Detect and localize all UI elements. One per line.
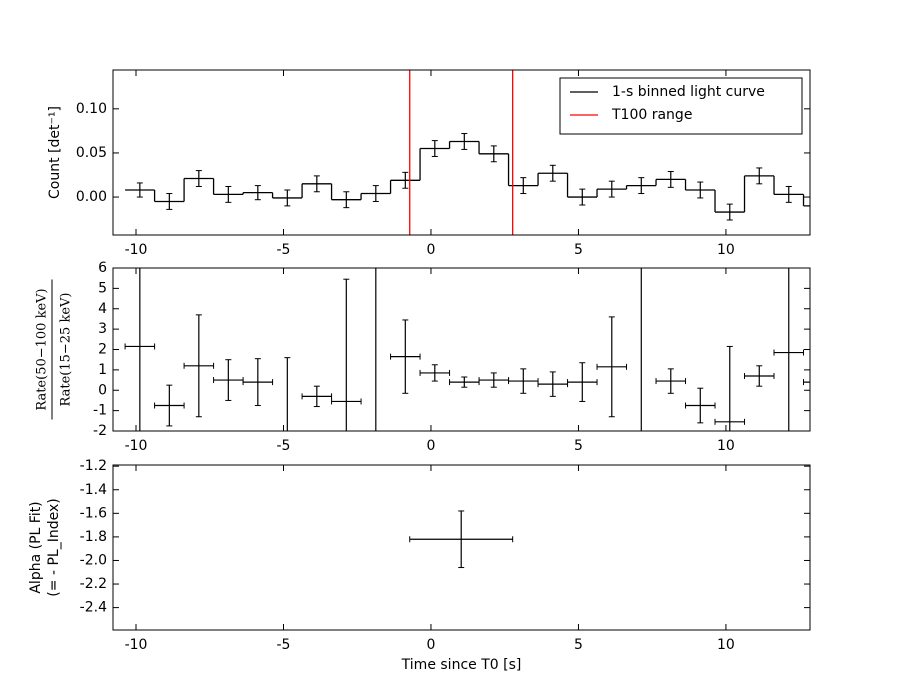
y-tick-label: 5 — [98, 280, 107, 296]
y-tick-label: -1.8 — [80, 529, 107, 545]
x-tick-label: 0 — [427, 637, 436, 653]
y-label: Alpha (PL Fit) — [28, 501, 44, 593]
y-tick-label: 2 — [98, 342, 107, 358]
y-label: (= - PL_Index) — [46, 498, 62, 596]
x-tick-label: 0 — [427, 438, 436, 454]
y-label-denominator: Rate(15−25 keV) — [59, 293, 74, 407]
y-tick-label: 3 — [98, 321, 107, 337]
y-tick-label: 0 — [98, 382, 107, 398]
plot-area — [125, 70, 810, 235]
axes-frame — [112, 69, 811, 236]
y-tick-label: 1 — [98, 362, 107, 378]
plot-area — [409, 510, 514, 569]
x-tick-label: -5 — [277, 438, 291, 454]
y-tick-label: -1.6 — [80, 505, 107, 521]
legend-box — [559, 77, 803, 135]
x-tick-label: 10 — [717, 637, 735, 653]
y-label: Count [det⁻¹] — [47, 106, 63, 199]
y-tick-label: 6 — [98, 260, 107, 276]
y-tick-label: -1 — [93, 403, 107, 419]
y-tick-label: -1.2 — [80, 458, 107, 474]
axes-frame — [112, 464, 811, 631]
x-tick-label: -5 — [277, 242, 291, 258]
x-tick-label: -5 — [277, 637, 291, 653]
axes-frame — [112, 267, 811, 432]
x-tick-label: -10 — [125, 637, 148, 653]
y-tick-label: -2.0 — [80, 552, 107, 568]
x-tick-label: 5 — [574, 637, 583, 653]
y-tick-label: 0.00 — [76, 189, 107, 205]
y-tick-label: -2.2 — [80, 576, 107, 592]
y-label-numerator: Rate(50−100 keV) — [35, 288, 50, 410]
plot-area — [124, 268, 810, 431]
legend-label: 1-s binned light curve — [612, 84, 765, 100]
y-tick-label: 0.05 — [76, 145, 107, 161]
x-label: Time since T0 [s] — [401, 657, 522, 673]
x-tick-label: 10 — [717, 438, 735, 454]
y-tick-label: -1.4 — [80, 482, 107, 498]
x-tick-label: 10 — [717, 242, 735, 258]
y-tick-label: 0.10 — [76, 101, 107, 117]
legend-label: T100 range — [611, 107, 692, 123]
x-tick-label: 5 — [574, 242, 583, 258]
y-tick-label: 4 — [98, 301, 107, 317]
y-tick-label: -2.4 — [80, 600, 107, 616]
x-tick-label: 0 — [427, 242, 436, 258]
x-tick-label: 5 — [574, 438, 583, 454]
x-tick-label: -10 — [125, 242, 148, 258]
x-tick-label: -10 — [125, 438, 148, 454]
y-tick-label: -2 — [93, 423, 107, 439]
